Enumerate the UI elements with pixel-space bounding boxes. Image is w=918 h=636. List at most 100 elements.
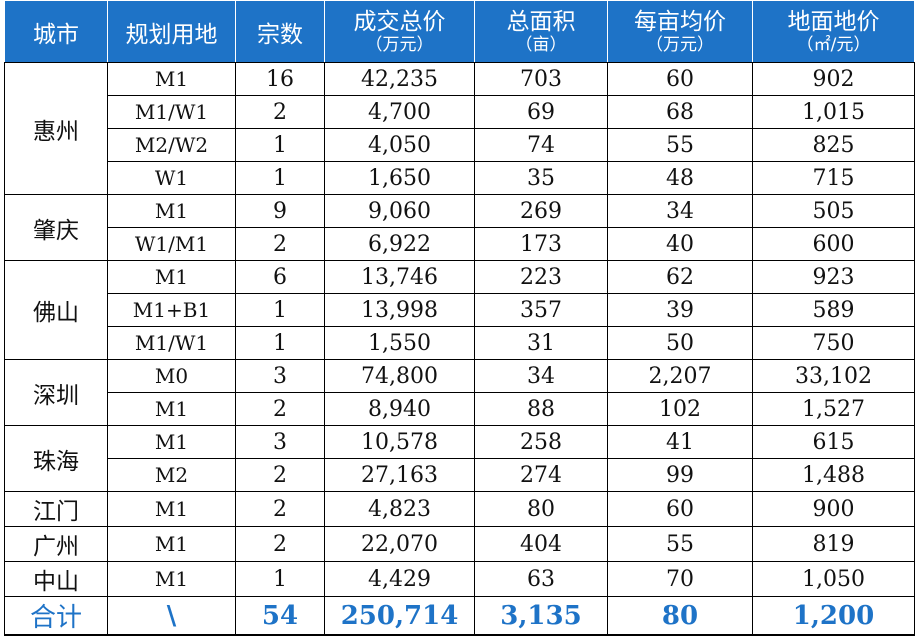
land-price-cell: 1,015 <box>752 95 915 129</box>
total-price-cell: 1,650 <box>324 161 475 195</box>
land-use-cell: W1 <box>107 161 236 195</box>
table-row: M2/W2 1 4,050 74 55 825 <box>5 128 915 162</box>
header-price-per-mu-unit: （万元） <box>646 34 714 55</box>
count-cell: 2 <box>235 392 325 426</box>
count-cell: 1 <box>235 326 325 360</box>
header-total-price-title: 成交总价 <box>353 8 446 35</box>
land-price-cell: 33,102 <box>752 359 915 393</box>
price-per-mu-cell: 39 <box>607 293 753 327</box>
area-cell: 269 <box>474 194 608 228</box>
table-row: W1 1 1,650 35 48 715 <box>5 161 915 195</box>
city-cell: 广州 <box>4 526 108 562</box>
header-price-per-mu-title: 每亩均价 <box>634 8 726 35</box>
count-cell: 2 <box>235 526 325 562</box>
total-price-cell: 4,700 <box>324 95 475 129</box>
total-label: 合计 <box>4 596 108 636</box>
land-use-cell: M1 <box>107 260 236 294</box>
price-per-mu-cell: 99 <box>607 458 753 492</box>
total-land-price: 1,200 <box>752 596 915 636</box>
count-cell: 1 <box>235 561 325 597</box>
total-price-cell: 42,235 <box>324 62 475 96</box>
area-cell: 35 <box>474 161 608 195</box>
land-use-cell: M1+B1 <box>107 293 236 327</box>
header-row: 城市 规划用地 宗数 成交总价 （万元） 总面积 （亩） 每亩均价 （万元） 地… <box>4 0 915 63</box>
total-price-cell: 4,823 <box>324 491 475 527</box>
header-land-price-unit: （㎡/元） <box>796 34 871 55</box>
city-cell: 珠海 <box>4 425 108 492</box>
area-cell: 703 <box>474 62 608 96</box>
total-row: 合计 \ 54 250,714 3,135 80 1,200 <box>4 596 915 636</box>
land-use-cell: M1 <box>107 491 236 527</box>
header-count: 宗数 <box>235 0 325 63</box>
count-cell: 1 <box>235 161 325 195</box>
land-price-cell: 825 <box>752 128 915 162</box>
count-cell: 2 <box>235 227 325 261</box>
count-cell: 6 <box>235 260 325 294</box>
header-total-area-unit: （亩） <box>515 34 567 55</box>
price-per-mu-cell: 2,207 <box>607 359 753 393</box>
area-cell: 31 <box>474 326 608 360</box>
header-land-price: 地面地价 （㎡/元） <box>752 0 915 63</box>
total-price-cell: 4,050 <box>324 128 475 162</box>
count-cell: 1 <box>235 293 325 327</box>
total-price-per-mu: 80 <box>607 596 753 636</box>
table-row: 珠海 M1 3 10,578 258 41 615 <box>4 425 915 492</box>
header-total-price-unit: （万元） <box>365 34 434 55</box>
price-per-mu-cell: 34 <box>607 194 753 228</box>
land-price-cell: 923 <box>752 260 915 294</box>
land-transaction-table: 城市 规划用地 宗数 成交总价 （万元） 总面积 （亩） 每亩均价 （万元） 地… <box>4 0 915 636</box>
table-row: M1 2 8,940 88 102 1,527 <box>5 392 915 426</box>
table-row: W1/M1 2 6,922 173 40 600 <box>5 227 915 261</box>
land-use-cell: M1 <box>107 526 236 562</box>
price-per-mu-cell: 48 <box>607 161 753 195</box>
price-per-mu-cell: 60 <box>607 491 753 527</box>
city-cell: 深圳 <box>4 359 108 426</box>
table-row: M2 2 27,163 274 99 1,488 <box>5 458 915 492</box>
land-price-cell: 600 <box>752 227 915 261</box>
price-per-mu-cell: 70 <box>607 561 753 597</box>
header-total-area-title: 总面积 <box>506 8 576 35</box>
count-cell: 1 <box>235 128 325 162</box>
price-per-mu-cell: 60 <box>607 62 753 96</box>
land-price-cell: 900 <box>752 491 915 527</box>
area-cell: 223 <box>474 260 608 294</box>
city-cell: 惠州 <box>4 62 108 195</box>
table-row: 江门 M1 2 4,823 80 60 900 <box>4 491 915 527</box>
land-use-cell: M2 <box>107 458 236 492</box>
price-per-mu-cell: 55 <box>607 128 753 162</box>
table-row: 深圳 M0 3 74,800 34 2,207 33,102 <box>4 359 915 426</box>
count-cell: 3 <box>235 359 325 393</box>
city-cell: 佛山 <box>4 260 108 360</box>
land-price-cell: 505 <box>752 194 915 228</box>
land-price-cell: 750 <box>752 326 915 360</box>
total-price-cell: 1,550 <box>324 326 475 360</box>
table-row: 惠州 M1 16 42,235 703 60 902 <box>4 62 915 195</box>
header-land-use: 规划用地 <box>107 0 236 63</box>
price-per-mu-cell: 40 <box>607 227 753 261</box>
header-city: 城市 <box>4 0 108 63</box>
land-use-cell: M1 <box>107 62 236 96</box>
table-row: 中山 M1 1 4,429 63 70 1,050 <box>4 561 915 597</box>
total-count: 54 <box>235 596 325 636</box>
area-cell: 404 <box>474 526 608 562</box>
total-price-cell: 4,429 <box>324 561 475 597</box>
land-price-cell: 589 <box>752 293 915 327</box>
land-use-cell: W1/M1 <box>107 227 236 261</box>
land-use-cell: M0 <box>107 359 236 393</box>
price-per-mu-cell: 41 <box>607 425 753 459</box>
area-cell: 357 <box>474 293 608 327</box>
total-price-cell: 8,940 <box>324 392 475 426</box>
total-price-cell: 27,163 <box>324 458 475 492</box>
land-use-cell: M1 <box>107 392 236 426</box>
land-use-cell: M1 <box>107 561 236 597</box>
total-price-cell: 22,070 <box>324 526 475 562</box>
area-cell: 274 <box>474 458 608 492</box>
area-cell: 34 <box>474 359 608 393</box>
table-row: M1+B1 1 13,998 357 39 589 <box>5 293 915 327</box>
count-cell: 16 <box>235 62 325 96</box>
price-per-mu-cell: 62 <box>607 260 753 294</box>
land-price-cell: 1,050 <box>752 561 915 597</box>
total-price-cell: 13,746 <box>324 260 475 294</box>
land-price-cell: 715 <box>752 161 915 195</box>
total-area: 3,135 <box>474 596 608 636</box>
